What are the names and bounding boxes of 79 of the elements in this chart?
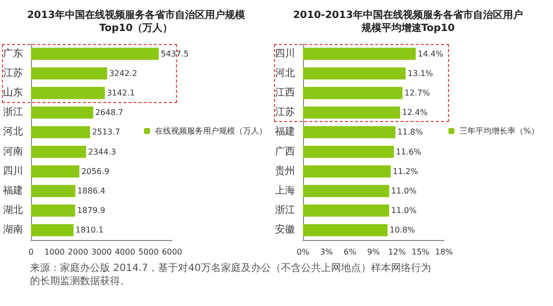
x-tick-label: 6% bbox=[344, 248, 357, 256]
y-tick-label: 江苏 bbox=[275, 106, 295, 118]
x-tick-label: 4000 bbox=[114, 248, 136, 256]
bar bbox=[303, 126, 396, 138]
y-tick-label: 安徽 bbox=[275, 224, 295, 236]
bar bbox=[31, 204, 76, 217]
y-tick-label: 广东 bbox=[3, 47, 23, 60]
y-tick-label: 河北 bbox=[275, 66, 295, 79]
x-tick-label: 2000 bbox=[68, 248, 88, 256]
y-tick-label: 浙江 bbox=[3, 106, 23, 118]
text: 12.4% bbox=[402, 108, 428, 118]
bar bbox=[31, 126, 90, 138]
y-tick-label: 河南 bbox=[3, 145, 23, 158]
chart-title: 2010-2013年中国在线视频服务各省市自治区用户规模平均增速Top10 bbox=[293, 9, 523, 34]
y-tick-label: 四川 bbox=[275, 47, 295, 60]
bar bbox=[31, 224, 74, 236]
y-tick-label: 浙江 bbox=[275, 204, 295, 216]
data-label: 2513.7 bbox=[92, 128, 120, 137]
text: 11.0% bbox=[391, 186, 417, 196]
text: 13.1% bbox=[408, 68, 434, 78]
text: 11.6% bbox=[396, 147, 422, 156]
x-tick-label: 0 bbox=[28, 248, 34, 256]
data-label: 3142.1 bbox=[106, 88, 135, 98]
x-tick-label: 6000 bbox=[162, 248, 182, 256]
bar bbox=[31, 184, 76, 198]
chart-title: 2013年中国在线视频服务各省市自治区用户规模Top10（万人） bbox=[27, 9, 246, 34]
x-tick-label: 5000 bbox=[138, 248, 159, 256]
data-label: 5437.5 bbox=[160, 49, 189, 58]
data-label: 1879.9 bbox=[77, 206, 106, 216]
legend-label: 三年平均增长率（%） bbox=[459, 126, 540, 136]
y-tick-label: 四川 bbox=[3, 164, 23, 177]
x-tick-label: 18% bbox=[435, 248, 454, 256]
data-label: 2056.9 bbox=[81, 166, 110, 176]
y-tick-label: 贵州 bbox=[275, 164, 295, 177]
bar bbox=[303, 106, 400, 119]
y-tick-label: 山东 bbox=[3, 86, 23, 98]
x-tick-label: 9% bbox=[367, 248, 380, 256]
bar bbox=[303, 184, 390, 198]
bar bbox=[31, 67, 108, 80]
text: 12.7% bbox=[404, 88, 430, 98]
x-tick-label: 1000 bbox=[44, 248, 65, 256]
bar bbox=[303, 48, 416, 60]
x-tick-label: 12% bbox=[388, 248, 406, 256]
legend-label: 在线视频服务用户规模（万人） bbox=[155, 126, 267, 136]
bar bbox=[31, 146, 86, 158]
text: 11.0% bbox=[391, 206, 417, 216]
x-tick-label: 3000 bbox=[91, 248, 112, 256]
bar bbox=[303, 204, 390, 217]
bar bbox=[31, 106, 94, 119]
bar bbox=[303, 165, 391, 178]
y-tick-label: 广西 bbox=[275, 145, 295, 158]
y-tick-label: 福建 bbox=[275, 126, 295, 138]
x-tick-label: 0% bbox=[296, 248, 310, 256]
bar bbox=[303, 67, 406, 80]
y-tick-label: 上海 bbox=[275, 184, 295, 196]
text: 14.4% bbox=[418, 49, 444, 58]
text: 11.8% bbox=[397, 128, 423, 137]
data-label: 2344.3 bbox=[88, 147, 116, 156]
x-tick-label: 3% bbox=[320, 248, 334, 256]
bar bbox=[303, 86, 402, 100]
y-tick-label: 湖北 bbox=[3, 204, 23, 216]
y-tick-label: 福建 bbox=[3, 184, 23, 196]
data-label: 3242.2 bbox=[109, 68, 138, 78]
data-label: 2648.7 bbox=[95, 108, 124, 118]
y-tick-label: 江苏 bbox=[3, 66, 23, 79]
bar bbox=[303, 146, 394, 158]
text: 10.8% bbox=[390, 226, 416, 235]
text: 11.2% bbox=[392, 166, 418, 176]
data-label: 1886.4 bbox=[77, 186, 106, 196]
y-tick-label: 湖南 bbox=[3, 224, 23, 236]
source-note: 来源：家庭办公版 2014.7，基于对40万名家庭及办公（不含公共上网地点）样本网络行为的长期监测数据获得。 bbox=[30, 262, 432, 288]
bar bbox=[31, 86, 105, 100]
y-tick-label: 河北 bbox=[3, 126, 23, 138]
bar bbox=[303, 224, 388, 236]
bar bbox=[31, 48, 159, 60]
bar bbox=[31, 165, 80, 178]
x-tick-label: 15% bbox=[412, 248, 430, 256]
y-tick-label: 江西 bbox=[275, 86, 295, 98]
data-label: 1810.1 bbox=[76, 226, 104, 235]
